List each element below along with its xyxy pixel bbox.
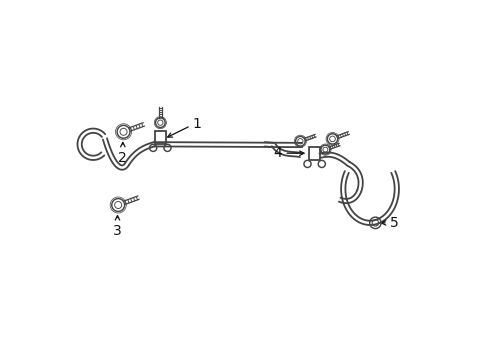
Text: 2: 2: [119, 151, 127, 165]
Text: 3: 3: [113, 224, 122, 238]
Text: 1: 1: [193, 117, 201, 131]
Text: 4: 4: [274, 146, 283, 160]
Bar: [309, 147, 320, 160]
Bar: [155, 131, 166, 144]
Text: 5: 5: [390, 216, 398, 230]
